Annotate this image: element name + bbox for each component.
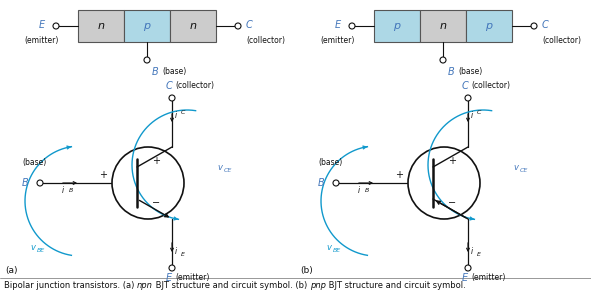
- Text: C: C: [246, 20, 253, 30]
- Text: (b): (b): [300, 266, 313, 275]
- Text: p: p: [485, 21, 492, 31]
- Text: (emitter): (emitter): [25, 36, 59, 45]
- Text: pnp: pnp: [310, 281, 326, 290]
- Text: +: +: [448, 156, 456, 166]
- Text: Bipolar junction transistors. (a): Bipolar junction transistors. (a): [4, 281, 137, 290]
- Text: CE: CE: [520, 168, 528, 173]
- Text: (emitter): (emitter): [471, 273, 505, 282]
- Text: npn: npn: [137, 281, 153, 290]
- Text: E: E: [39, 20, 45, 30]
- Text: n: n: [190, 21, 196, 31]
- Text: (base): (base): [458, 67, 482, 76]
- Text: n: n: [98, 21, 105, 31]
- Text: (collector): (collector): [471, 81, 510, 90]
- Text: B: B: [69, 188, 73, 193]
- Text: E: E: [166, 273, 172, 283]
- Circle shape: [465, 95, 471, 101]
- Text: +: +: [152, 156, 160, 166]
- Text: p: p: [394, 21, 401, 31]
- Text: −: −: [152, 198, 160, 208]
- Text: p: p: [144, 21, 151, 31]
- Circle shape: [333, 180, 339, 186]
- Text: −: −: [448, 198, 456, 208]
- Circle shape: [169, 95, 175, 101]
- Text: BE: BE: [333, 248, 341, 253]
- Text: v: v: [326, 243, 331, 253]
- Bar: [124, 10, 170, 42]
- Text: BE: BE: [37, 248, 46, 253]
- Circle shape: [235, 23, 241, 29]
- Text: C: C: [462, 81, 469, 91]
- Circle shape: [144, 57, 150, 63]
- Circle shape: [37, 180, 43, 186]
- Text: E: E: [462, 273, 468, 283]
- Bar: [466, 10, 512, 42]
- Text: (a): (a): [5, 266, 18, 275]
- Text: C: C: [165, 81, 173, 91]
- Text: BJT structure and circuit symbol.: BJT structure and circuit symbol.: [326, 281, 466, 290]
- Circle shape: [112, 147, 184, 219]
- Text: (collector): (collector): [246, 36, 285, 45]
- Circle shape: [349, 23, 355, 29]
- Text: E: E: [477, 251, 481, 256]
- Circle shape: [169, 265, 175, 271]
- Text: (base): (base): [22, 158, 46, 167]
- Bar: [170, 10, 216, 42]
- Text: BJT structure and circuit symbol. (b): BJT structure and circuit symbol. (b): [153, 281, 310, 290]
- Text: B: B: [152, 67, 159, 77]
- Text: (collector): (collector): [542, 36, 581, 45]
- Text: i: i: [471, 111, 473, 119]
- Text: v: v: [30, 243, 35, 253]
- Text: B: B: [318, 178, 324, 188]
- Text: v: v: [217, 163, 222, 173]
- Text: CE: CE: [224, 168, 232, 173]
- Bar: [374, 10, 420, 42]
- Text: C: C: [477, 109, 482, 114]
- Text: i: i: [175, 246, 177, 255]
- Text: n: n: [440, 21, 446, 31]
- Circle shape: [465, 265, 471, 271]
- Text: B: B: [365, 188, 369, 193]
- Circle shape: [408, 147, 480, 219]
- Circle shape: [53, 23, 59, 29]
- Text: C: C: [181, 109, 186, 114]
- Text: i: i: [175, 111, 177, 119]
- Bar: [78, 10, 124, 42]
- Circle shape: [440, 57, 446, 63]
- Text: B: B: [448, 67, 454, 77]
- Text: i: i: [471, 246, 473, 255]
- Text: E: E: [181, 251, 185, 256]
- Text: i: i: [358, 186, 360, 195]
- Text: +: +: [395, 170, 403, 180]
- Text: (emitter): (emitter): [321, 36, 355, 45]
- Text: (base): (base): [162, 67, 186, 76]
- Text: (collector): (collector): [175, 81, 214, 90]
- Text: C: C: [542, 20, 549, 30]
- Text: (emitter): (emitter): [175, 273, 209, 282]
- Text: (base): (base): [318, 158, 342, 167]
- Text: v: v: [513, 163, 518, 173]
- Bar: [420, 10, 466, 42]
- Text: B: B: [22, 178, 29, 188]
- Circle shape: [531, 23, 537, 29]
- Text: E: E: [335, 20, 341, 30]
- Text: i: i: [62, 186, 64, 195]
- Text: +: +: [99, 170, 107, 180]
